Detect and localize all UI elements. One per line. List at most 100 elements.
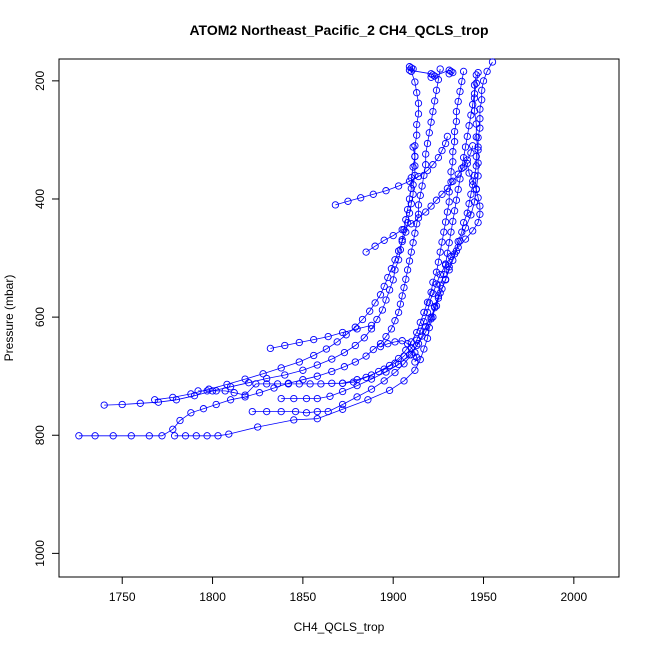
data-point [403,218,412,227]
data-point [295,358,303,366]
data-point [438,285,446,293]
x-tick-label: 2000 [560,590,587,604]
data-point [400,283,408,292]
data-point [438,190,446,198]
data-point [340,363,349,371]
data-point [387,265,396,273]
data-point [360,334,368,342]
data-point [445,266,453,274]
data-point [407,67,415,76]
data-point [447,228,455,236]
data-point [199,405,208,413]
data-point [476,202,484,210]
data-point [75,432,83,440]
data-point [469,177,477,185]
data-point [409,163,417,171]
data-point [405,177,414,185]
data-point [450,250,459,258]
data-point [373,315,381,324]
y-tick-label: 400 [33,189,47,209]
data-point [338,328,347,337]
data-point [418,182,426,190]
data-point [398,237,406,246]
data-point [452,196,461,204]
data-point [456,175,464,183]
data-point [277,394,285,403]
data-point [409,239,417,247]
data-point [380,236,388,244]
data-point [434,153,443,162]
data-point [422,150,430,158]
data-point [214,432,222,440]
data-point [425,324,433,332]
data-point [413,336,421,344]
data-point [310,335,318,344]
data-point [418,332,426,340]
data-point [465,200,473,208]
data-point [431,97,439,105]
data-point [91,432,99,440]
data-point [458,77,466,86]
data-point [400,360,408,368]
data-point [194,387,202,395]
data-point [450,127,459,136]
data-point [324,332,332,341]
data-point [351,358,359,366]
data-point [474,218,482,227]
data-point [449,158,457,166]
data-point [402,275,410,283]
data-point [100,401,108,409]
data-point [284,380,293,388]
data-point [456,87,464,96]
data-point [432,196,441,204]
data-point [474,194,482,202]
data-point [405,63,414,71]
data-point [422,322,430,331]
data-point [398,226,406,234]
data-point [407,64,415,72]
data-point [369,345,377,354]
data-point [353,325,361,333]
data-point [328,379,336,387]
data-point [400,377,408,385]
data-point [270,384,278,392]
series-line [174,72,479,437]
data-point [459,153,468,162]
data-point [436,65,444,73]
data-point [291,407,300,416]
data-point [398,337,406,345]
data-point [483,67,491,76]
data-point [445,239,453,247]
data-point [324,407,332,416]
data-point [302,409,311,417]
data-point [405,66,414,74]
data-point [380,365,388,373]
data-point [409,143,417,151]
data-point [479,77,488,85]
data-point [427,70,435,78]
data-point [367,385,376,393]
data-point [440,270,448,279]
data-point [405,195,414,203]
data-point [295,380,303,388]
data-point [474,159,482,167]
data-point [436,281,444,289]
data-point [382,187,390,195]
data-point [436,248,444,256]
data-point [429,71,437,79]
data-point [427,118,435,126]
data-point [290,416,298,424]
data-point [467,111,475,119]
data-point [445,188,453,196]
data-point [340,348,349,357]
data-point [396,300,405,308]
data-point [476,105,484,113]
data-point [255,389,264,397]
chart-title: ATOM2 Northeast_Pacific_2 CH4_QCLS_trop [189,22,488,38]
data-point [192,432,200,440]
data-point [154,398,163,406]
data-point [407,174,415,182]
data-point [411,358,419,366]
series-lines [78,61,493,437]
data-point [443,208,452,216]
